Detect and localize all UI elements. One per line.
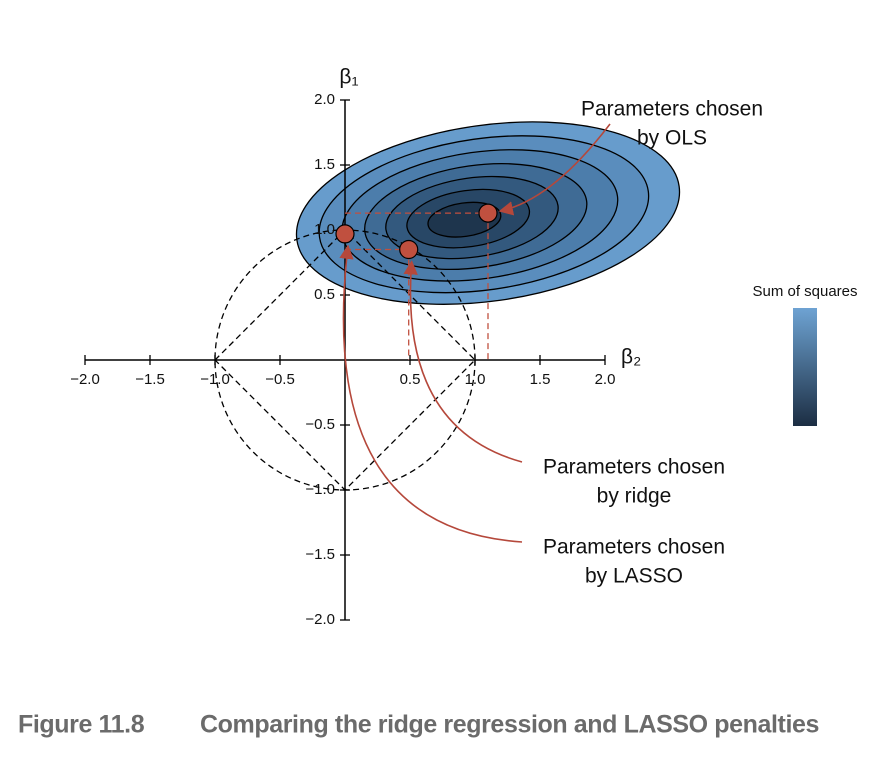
y-tick-label: 1.0 xyxy=(314,221,335,238)
x-tick-label: −2.0 xyxy=(70,371,100,388)
y-tick-label: −1.5 xyxy=(305,546,335,563)
y-tick-label: −2.0 xyxy=(305,611,335,628)
x-tick-label: −0.5 xyxy=(265,371,295,388)
y-tick-label: −0.5 xyxy=(305,416,335,433)
x-tick-label: 1.0 xyxy=(465,371,486,388)
annotation: Parameters chosen xyxy=(543,536,725,559)
x-tick-label: 1.5 xyxy=(530,371,551,388)
point xyxy=(335,224,355,244)
y-axis-label: β₁ xyxy=(339,66,358,89)
annotation: Parameters chosen xyxy=(581,98,763,121)
colorbar xyxy=(793,308,817,426)
x-tick-label: 2.0 xyxy=(595,371,616,388)
x-tick-label: −1.5 xyxy=(135,371,165,388)
annotation: by LASSO xyxy=(585,565,683,588)
annotation: by OLS xyxy=(637,127,707,150)
lasso-constraint xyxy=(214,229,476,491)
point xyxy=(478,203,498,223)
x-axis-label: β₂ xyxy=(621,346,641,369)
marks: Parameters chosen by OLS Parameters chosen… xyxy=(335,98,763,588)
arrow xyxy=(498,123,611,216)
caption-text: Comparing the ridge regression and LASSO… xyxy=(200,711,819,739)
arrow xyxy=(339,244,523,543)
y-tick-label: 0.5 xyxy=(314,286,335,303)
y-tick-label: 1.5 xyxy=(314,156,335,173)
x-tick-label: −1.0 xyxy=(200,371,230,388)
annotation: Parameters chosen xyxy=(543,456,725,479)
y-tick-label: 2.0 xyxy=(314,91,335,108)
annotation: by ridge xyxy=(597,485,672,508)
colorbar-label: Sum of squares xyxy=(752,283,857,300)
y-tick-label: −1.0 xyxy=(305,481,335,498)
point xyxy=(399,239,419,260)
caption-number: Figure 11.8 xyxy=(18,711,145,739)
x-tick-label: 0.5 xyxy=(400,371,421,388)
arrow xyxy=(403,260,523,463)
